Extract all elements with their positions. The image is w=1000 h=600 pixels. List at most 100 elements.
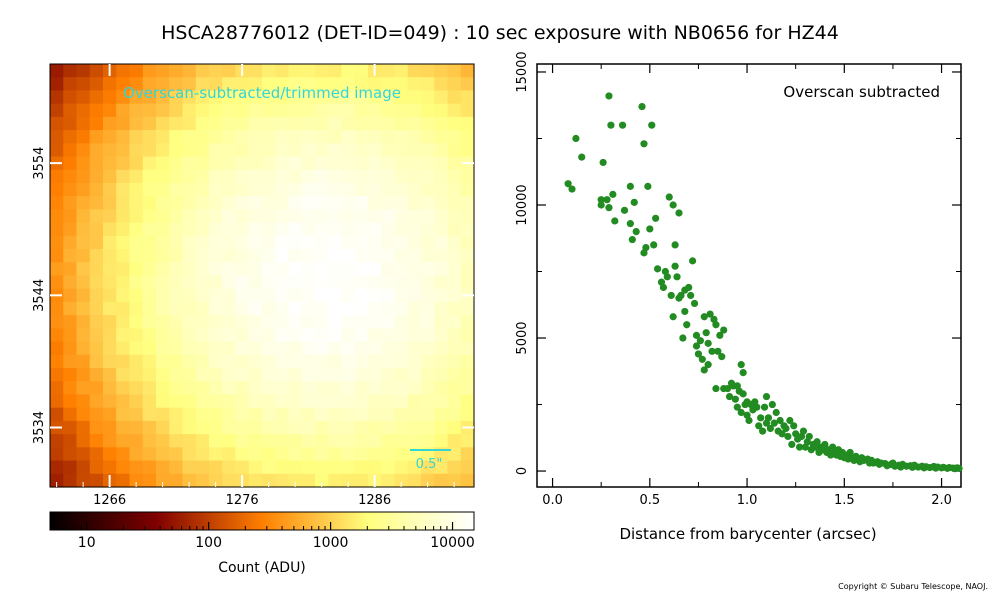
heatmap-cell <box>460 394 475 409</box>
heatmap-cell <box>248 368 263 382</box>
heatmap-cell <box>381 328 396 343</box>
heatmap-cell <box>209 420 223 435</box>
heatmap-cell <box>169 275 184 290</box>
heatmap-cell <box>156 103 170 118</box>
heatmap-cell <box>222 328 237 343</box>
heatmap-cell <box>447 169 462 184</box>
heatmap-cell <box>328 90 343 105</box>
heatmap-cell <box>116 156 131 171</box>
heatmap-cell <box>248 116 263 131</box>
scatter-point <box>712 321 720 329</box>
heatmap-cell <box>328 103 343 118</box>
scatter-point <box>757 414 765 422</box>
copyright-notice: Copyright © Subaru Telescope, NAOJ. <box>838 582 988 591</box>
heatmap-cell <box>421 368 435 382</box>
heatmap-cell <box>129 262 144 277</box>
heatmap-cell <box>195 64 210 78</box>
heatmap-cell <box>103 130 117 144</box>
heatmap-cell <box>222 249 237 263</box>
heatmap-cell <box>315 275 329 290</box>
heatmap-cell <box>248 77 263 92</box>
heatmap-cell <box>447 143 462 158</box>
scatter-point <box>568 185 576 193</box>
heatmap-cell <box>169 328 184 343</box>
heatmap-cell <box>407 235 422 250</box>
heatmap-cell <box>156 381 170 396</box>
heatmap-cell <box>354 381 369 396</box>
heatmap-cell <box>328 301 343 316</box>
heatmap-cell <box>434 169 449 184</box>
heatmap-cell <box>328 275 343 290</box>
heatmap-cell <box>248 143 263 158</box>
heatmap-cell <box>368 460 382 475</box>
heatmap-cell <box>222 90 237 105</box>
heatmap-cell <box>275 262 290 277</box>
heatmap-cell <box>275 341 290 356</box>
heatmap-cell <box>50 222 64 237</box>
heatmap-cell <box>460 90 475 105</box>
heatmap-cell <box>460 381 475 396</box>
scatter-point <box>665 193 673 201</box>
heatmap-cell <box>103 394 117 409</box>
heatmap-cell <box>169 182 184 197</box>
heatmap-cell <box>288 328 303 343</box>
heatmap-cell <box>434 90 449 105</box>
heatmap-cell <box>195 249 210 263</box>
heatmap-cell <box>288 460 303 475</box>
heatmap-cell <box>209 156 223 171</box>
heatmap-cell <box>76 341 91 356</box>
heatmap-cell <box>434 143 449 158</box>
colorbar-tick-label: 1000 <box>313 535 349 551</box>
heatmap-cell <box>89 473 104 488</box>
heatmap-cell <box>341 196 356 211</box>
scatter-y-tick-label: 15000 <box>515 51 530 92</box>
heatmap-cell <box>394 368 409 382</box>
heatmap-cell <box>368 143 382 158</box>
scatter-point <box>688 257 697 265</box>
heatmap-cell <box>182 275 197 290</box>
heatmap-cell <box>315 196 329 211</box>
heatmap-cell <box>248 249 263 263</box>
heatmap-cell <box>50 262 64 277</box>
heatmap-cell <box>301 460 316 475</box>
heatmap-cell <box>301 182 316 197</box>
heatmap-cell <box>89 315 104 329</box>
heatmap-cell <box>407 130 422 144</box>
heatmap-cell <box>460 447 475 462</box>
heatmap-cell <box>103 341 117 356</box>
heatmap-cell <box>288 368 303 382</box>
heatmap-cell <box>421 156 435 171</box>
heatmap-cell <box>235 116 250 131</box>
heatmap-cell <box>434 420 449 435</box>
heatmap-cell <box>421 301 435 316</box>
heatmap-cell <box>156 196 170 211</box>
heatmap-cell <box>169 156 184 171</box>
heatmap-cell <box>275 209 290 224</box>
heatmap-cell <box>341 394 356 409</box>
heatmap-cell <box>288 77 303 92</box>
heatmap-cell <box>248 434 263 448</box>
heatmap-cell <box>341 473 356 488</box>
heatmap-cell <box>129 354 144 369</box>
heatmap-cell <box>275 169 290 184</box>
heatmap-cell <box>103 301 117 316</box>
heatmap-cell <box>354 116 369 131</box>
heatmap-cell <box>63 301 78 316</box>
heatmap-cell <box>368 182 382 197</box>
heatmap-cell <box>341 328 356 343</box>
heatmap-cell <box>381 249 396 263</box>
heatmap-cell <box>328 249 343 263</box>
heatmap-cell <box>341 434 356 448</box>
heatmap-cell <box>381 434 396 448</box>
scatter-ticks: 0.0 0.5 1.0 1.5 2.0 0 5000 10000 15000 <box>515 51 961 508</box>
heatmap-cell <box>407 209 422 224</box>
heatmap-cell <box>421 460 435 475</box>
heatmap-cell <box>76 354 91 369</box>
heatmap-cell <box>222 103 237 118</box>
heatmap-cell <box>89 169 104 184</box>
heatmap-cell <box>460 328 475 343</box>
heatmap-cell <box>301 262 316 277</box>
heatmap-cell <box>195 182 210 197</box>
heatmap-cell <box>63 354 78 369</box>
heatmap-cell <box>328 354 343 369</box>
